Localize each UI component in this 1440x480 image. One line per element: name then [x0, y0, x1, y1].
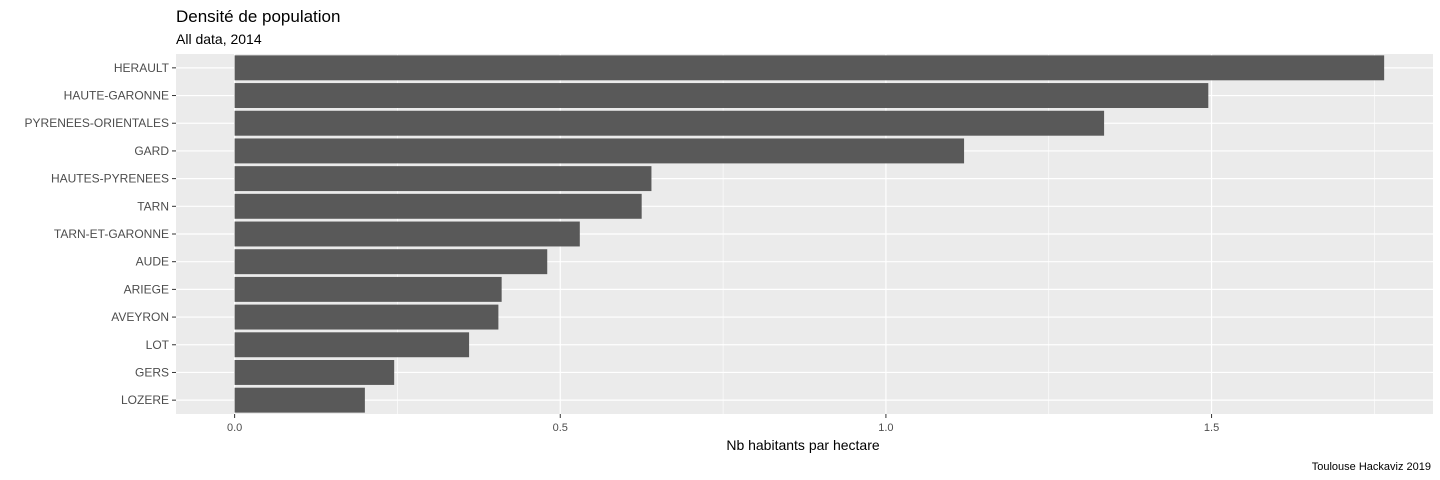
y-tick-label: LOT: [146, 338, 170, 352]
x-axis-tick-labels: 0.0 0.5 1.0 1.5: [227, 414, 1219, 434]
bar-gard: [234, 138, 965, 164]
y-tick-label: AVEYRON: [111, 310, 169, 324]
x-tick-label: 0.5: [553, 422, 568, 434]
chart-subtitle: All data, 2014: [176, 31, 262, 47]
y-tick-label: ARIEGE: [124, 282, 169, 296]
y-tick-label: TARN: [137, 199, 169, 213]
bar-gers: [234, 360, 395, 385]
chart-caption: Toulouse Hackaviz 2019: [1312, 461, 1431, 473]
bar-ariege: [234, 276, 502, 302]
bar-hautes-pyrenees: [234, 166, 652, 192]
bar-lozere: [234, 387, 365, 413]
bar-aveyron: [234, 304, 499, 330]
y-tick-label: HAUTE-GARONNE: [64, 89, 169, 103]
x-tick-label: 1.0: [878, 422, 893, 434]
y-tick-label: HAUTES-PYRENEES: [51, 172, 169, 186]
y-tick-label: GARD: [134, 144, 169, 158]
bar-tarn: [234, 193, 642, 219]
bar-aude: [234, 249, 548, 275]
y-tick-label: LOZERE: [121, 393, 169, 407]
x-tick-label: 1.5: [1204, 422, 1219, 434]
bars: [234, 55, 1385, 413]
bar-herault: [234, 55, 1385, 81]
chart-title: Densité de population: [176, 7, 340, 26]
bar-lot: [234, 332, 470, 358]
y-axis-tick-labels: HERAULT HAUTE-GARONNE PYRENEES-ORIENTALES G…: [25, 61, 176, 407]
x-axis-label: Nb habitants par hectare: [726, 437, 880, 453]
y-tick-label: TARN-ET-GARONNE: [54, 227, 169, 241]
y-tick-label: HERAULT: [114, 61, 170, 75]
y-tick-label: AUDE: [136, 255, 169, 269]
bar-tarn-et-garonne: [234, 221, 580, 247]
x-tick-label: 0.0: [227, 422, 242, 434]
bar-haute-garonne: [234, 83, 1209, 108]
y-tick-label: PYRENEES-ORIENTALES: [25, 116, 169, 130]
bar-pyrenees-orientales: [234, 110, 1105, 136]
y-tick-label: GERS: [135, 365, 169, 379]
